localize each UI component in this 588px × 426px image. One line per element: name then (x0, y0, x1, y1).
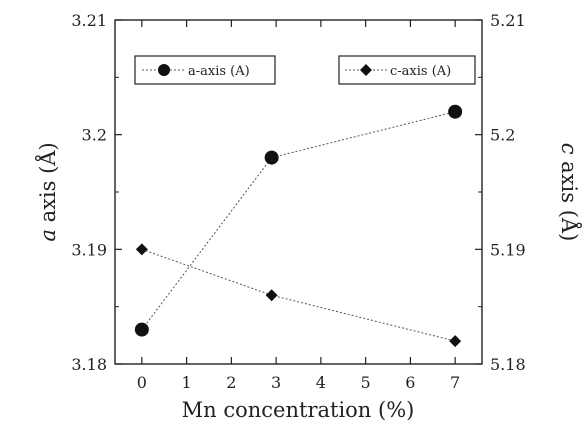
y-left-tick-label: 3.2 (82, 126, 107, 145)
x-tick-label: 3 (271, 373, 281, 392)
y-right-tick-label: 5.21 (490, 11, 526, 30)
ticks: 0 1 2 3 4 5 6 7 3.18 3.19 3.2 3.21 5.18 5.19 5.2 5.21 (71, 11, 525, 392)
y-right-tick-label: 5.18 (490, 355, 526, 374)
series-lines (141, 111, 456, 342)
y-left-tick-label: 3.18 (71, 355, 107, 374)
y-left-tick-label: 3.19 (71, 240, 107, 259)
data-point-circle (264, 150, 279, 165)
legend-c-axis: c-axis (A) (338, 55, 476, 85)
right-y-axis-title: c axis (Å) (557, 143, 582, 242)
data-point-diamond (449, 335, 462, 348)
data-point-circle (134, 322, 149, 337)
data-point-diamond (265, 289, 278, 302)
x-tick-label: 4 (316, 373, 326, 392)
legend-circle-marker (158, 64, 170, 76)
legend-a-axis: a-axis (A) (134, 55, 276, 85)
x-tick-label: 1 (182, 373, 192, 392)
x-tick-label: 0 (137, 373, 147, 392)
x-tick-label: 5 (361, 373, 371, 392)
legend-diamond-marker (360, 64, 372, 76)
x-tick-label: 6 (405, 373, 415, 392)
series-markers (134, 104, 463, 348)
data-point-circle (448, 104, 463, 119)
y-right-tick-label: 5.2 (490, 126, 515, 145)
series-line-0 (141, 111, 456, 330)
data-point-diamond (135, 243, 148, 256)
legend-label-a: a-axis (A) (188, 64, 250, 79)
x-axis-title: Mn concentration (%) (182, 398, 415, 422)
x-tick-label: 7 (450, 373, 460, 392)
legend-label-c: c-axis (A) (390, 64, 451, 79)
series-line-1 (141, 248, 456, 342)
y-left-tick-label: 3.21 (71, 11, 107, 30)
left-y-axis-title: a axis (Å) (35, 142, 60, 241)
x-tick-label: 2 (226, 373, 236, 392)
y-right-tick-label: 5.19 (490, 240, 526, 259)
